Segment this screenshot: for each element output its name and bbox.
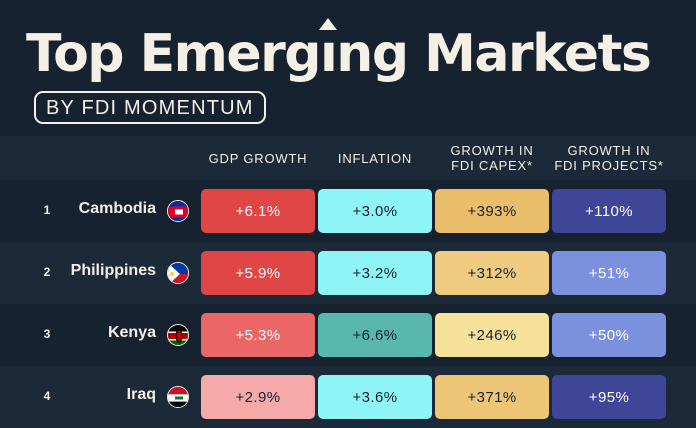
data-cell: +50%	[552, 313, 666, 357]
column-header-line: GDP GROWTH	[208, 150, 308, 166]
title-letter-i: ı	[319, 24, 338, 84]
column-header-line: FDI PROJECTS*	[554, 158, 664, 173]
kenya-flag-icon	[167, 324, 189, 346]
data-cell: +6.6%	[318, 313, 432, 357]
column-header-line: GROWTH IN	[450, 143, 534, 158]
column-header-line: INFLATION	[337, 150, 413, 166]
page-subtitle: BY FDI MOMENTUM	[34, 91, 266, 124]
title-part-1: Top Emerg	[26, 24, 321, 84]
data-cell: +3.2%	[318, 251, 432, 295]
data-cell: +95%	[552, 375, 666, 419]
data-cell: +3.6%	[318, 375, 432, 419]
data-cell: +2.9%	[201, 375, 315, 419]
data-cell: +5.9%	[201, 251, 315, 295]
page-title: Top Emergı ng Markets	[26, 18, 652, 86]
data-cell: +371%	[435, 375, 549, 419]
column-header-band	[0, 136, 696, 180]
iraq-flag-icon	[167, 386, 189, 408]
philippines-flag-icon	[167, 262, 189, 284]
data-cell: +393%	[435, 189, 549, 233]
data-cell: +110%	[552, 189, 666, 233]
country-name: Cambodia	[78, 200, 156, 217]
data-cell: +246%	[435, 313, 549, 357]
data-cell: +6.1%	[201, 189, 315, 233]
country-name: Iraq	[126, 386, 156, 403]
column-header-line: GROWTH IN	[567, 143, 651, 158]
rank-number: 1	[43, 203, 51, 217]
title-arrow-letter: ı	[319, 18, 338, 86]
column-header: GROWTH IN FDI PROJECTS*	[546, 136, 672, 180]
column-header-line: FDI CAPEX*	[451, 158, 533, 173]
data-cell: +312%	[435, 251, 549, 295]
rank-number: 4	[43, 389, 51, 403]
column-header: GROWTH IN FDI CAPEX*	[429, 136, 555, 180]
country-name: Kenya	[107, 324, 156, 341]
title-part-2: ng Markets	[336, 24, 652, 84]
data-cell: +51%	[552, 251, 666, 295]
arrow-up-icon	[319, 18, 338, 30]
column-header: GDP GROWTH	[195, 136, 321, 180]
country-name: Philippines	[70, 262, 156, 279]
rank-number: 3	[43, 327, 51, 341]
rank-number: 2	[43, 265, 51, 279]
cambodia-flag-icon	[167, 200, 189, 222]
column-header: INFLATION	[312, 136, 438, 180]
data-cell: +5.3%	[201, 313, 315, 357]
data-cell: +3.0%	[318, 189, 432, 233]
